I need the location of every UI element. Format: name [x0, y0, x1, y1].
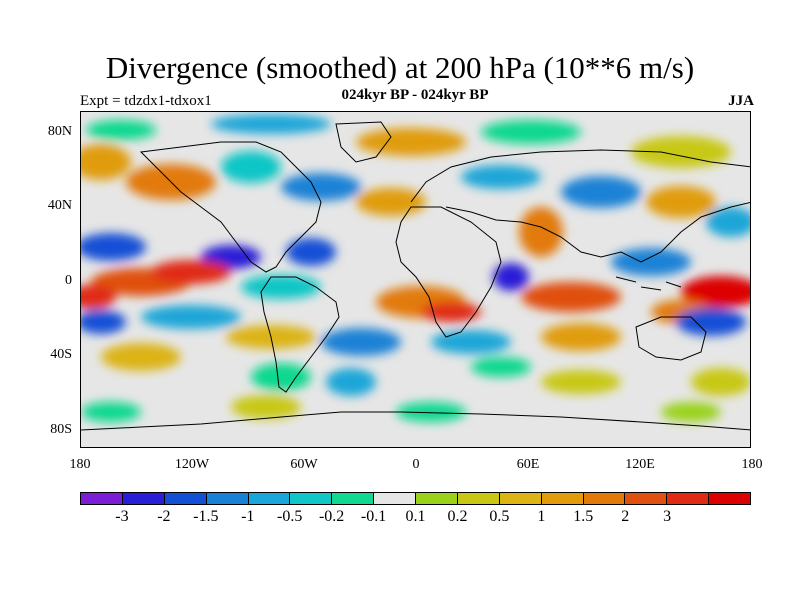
coast-africa	[395, 206, 502, 338]
colorbar-swatch	[499, 493, 542, 504]
colorbar-label: 1	[537, 508, 546, 525]
lon-label-0: 0	[412, 457, 420, 472]
coast-antarctica	[81, 411, 750, 431]
colorbar	[80, 492, 751, 505]
colorbar-label: -3	[115, 508, 129, 525]
colorbar-swatch	[81, 493, 123, 504]
colorbar-label: -0.2	[318, 508, 345, 525]
colorbar-label: -2	[157, 508, 171, 525]
lat-label-40n: 40N	[47, 198, 72, 213]
coast-north-america	[139, 141, 322, 273]
colorbar-swatch	[667, 493, 710, 504]
colorbar-label: 1.5	[573, 508, 594, 525]
season-label: JJA	[728, 93, 754, 109]
colorbar-label: 0.2	[447, 508, 468, 525]
colorbar-swatch	[164, 493, 207, 504]
colorbar-swatch	[457, 493, 500, 504]
colorbar-label: 2	[621, 508, 630, 525]
lon-label-180w: 180	[69, 457, 91, 472]
lon-label-120w: 120W	[174, 457, 210, 472]
lat-label-40s: 40S	[50, 347, 72, 362]
colorbar-swatch	[583, 493, 626, 504]
colorbar-swatch	[541, 493, 584, 504]
lat-label-0: 0	[65, 273, 72, 288]
colorbar-swatch	[290, 493, 333, 504]
divergence-field	[81, 114, 750, 422]
lon-label-120e: 120E	[625, 457, 655, 472]
lon-label-180e: 180	[741, 457, 763, 472]
coastlines	[81, 121, 750, 431]
colorbar-swatch	[374, 493, 416, 504]
divergence-map	[80, 111, 751, 448]
lat-label-80n: 80N	[47, 124, 72, 139]
map-svg	[81, 112, 750, 447]
colorbar-swatch	[709, 493, 750, 504]
lat-label-80s: 80S	[50, 422, 72, 437]
plot-title: Divergence (smoothed) at 200 hPa (10**6 …	[105, 50, 695, 85]
colorbar-label: -0.1	[360, 508, 387, 525]
coast-australia	[635, 316, 707, 361]
lon-label-60e: 60E	[516, 457, 540, 472]
lon-label-60w: 60W	[290, 457, 318, 472]
coast-eurasia	[410, 149, 750, 263]
colorbar-label: -1.5	[193, 508, 219, 525]
colorbar-swatch	[206, 493, 249, 504]
coast-indonesia	[615, 276, 682, 291]
colorbar-swatch	[248, 493, 291, 504]
colorbar-label: -0.5	[277, 508, 303, 525]
colorbar-swatch	[416, 493, 458, 504]
colorbar-swatch	[122, 493, 165, 504]
colorbar-label: 0.5	[489, 508, 510, 525]
coast-greenland	[335, 121, 392, 163]
plot-subtitle: 024kyr BP - 024kyr BP	[341, 87, 489, 103]
colorbar-swatch	[332, 493, 375, 504]
colorbar-label: -1	[241, 508, 255, 525]
colorbar-swatch	[625, 493, 668, 504]
experiment-label: Expt = tdzdx1-tdxox1	[80, 93, 212, 109]
colorbar-label: 3	[663, 508, 672, 525]
coast-south-america	[260, 276, 340, 393]
colorbar-label: 0.1	[405, 508, 426, 525]
